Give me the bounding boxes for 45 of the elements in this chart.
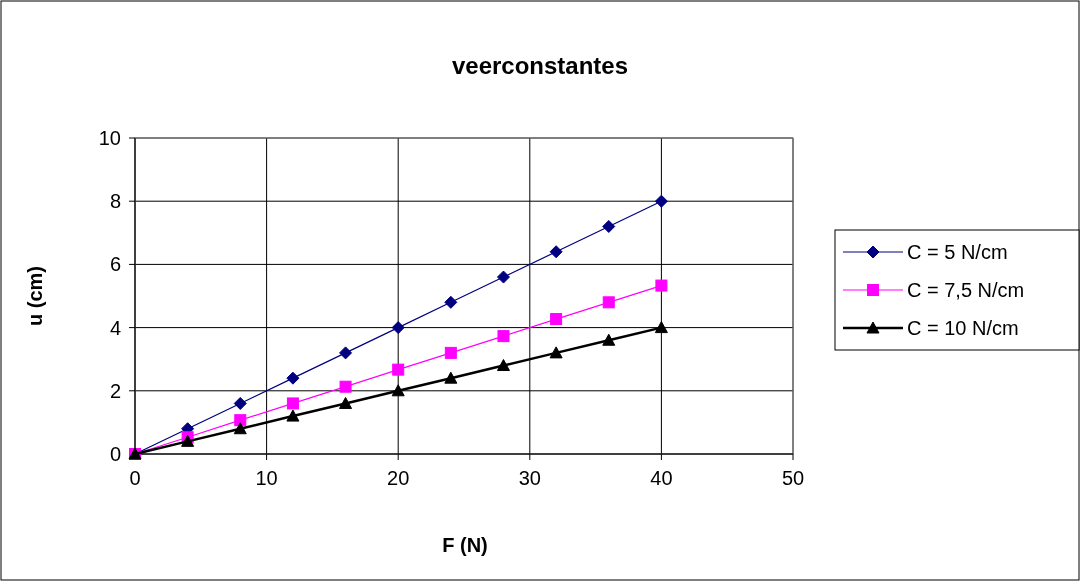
point [234,414,247,427]
point [549,245,563,259]
y-tick-label: 0 [109,443,121,465]
point [496,270,510,284]
point [602,333,616,346]
x-tick-label: 30 [518,467,541,489]
point [654,321,668,334]
point [339,396,353,409]
point [392,363,405,376]
point [339,346,353,360]
x-tick-label: 10 [255,467,278,489]
y-tick-label: 6 [109,253,121,276]
y-tick-label: 4 [109,316,121,339]
x-tick-label: 0 [129,467,141,489]
point [602,219,616,233]
point [286,397,299,410]
point [550,313,563,326]
point [444,346,457,359]
x-tick-label: 50 [781,467,805,489]
point [549,346,563,359]
x-axis-title: F (N) [442,534,488,556]
point [655,279,668,292]
chart-title: veerconstantes [451,52,629,79]
point [444,371,458,384]
x-tick-label: 40 [650,467,673,489]
y-tick-label: 2 [109,379,121,402]
legend-label: C = 5 N/cm [907,241,1008,263]
point [339,380,352,393]
y-axis-title: u (cm) [24,266,46,326]
point [391,321,405,335]
point [444,295,458,309]
point [391,384,405,397]
x-tick-label: 20 [387,467,410,489]
point [286,409,300,422]
legend-label: C = 10 N/cm [907,317,1019,339]
point [654,194,668,208]
point [233,422,247,435]
point [286,371,300,385]
point [497,330,510,343]
y-tick-label: 10 [98,127,121,149]
point [233,396,247,410]
y-tick-label: 8 [109,190,121,213]
point [602,296,615,309]
point [496,359,510,372]
legend-label: C = 7,5 N/cm [907,279,1025,301]
